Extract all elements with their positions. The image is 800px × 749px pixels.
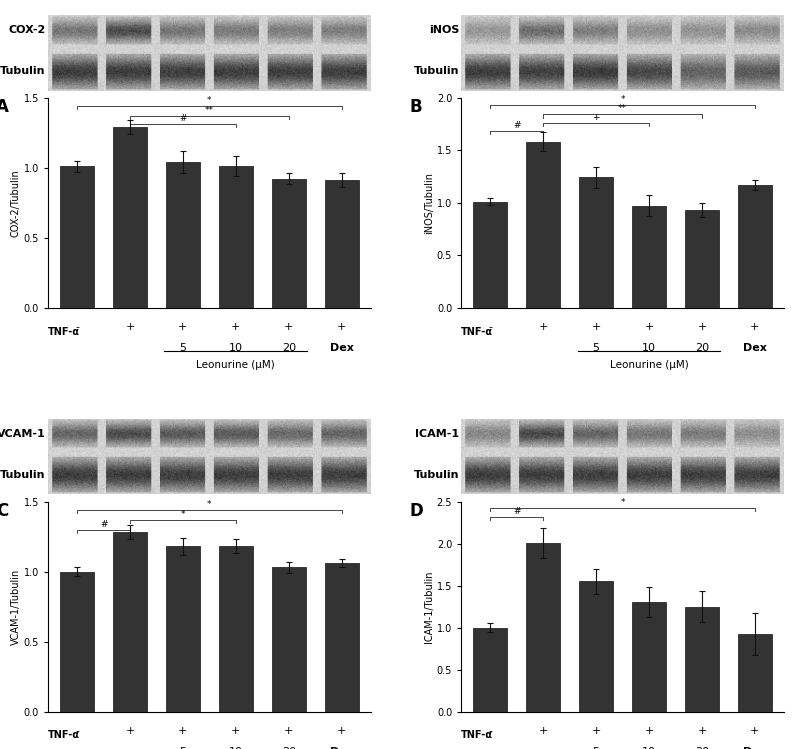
- Bar: [325, 563, 359, 712]
- Text: *: *: [620, 95, 625, 104]
- Text: TNF-α: TNF-α: [48, 730, 80, 741]
- Text: 10: 10: [642, 343, 656, 354]
- Text: +: +: [644, 727, 654, 736]
- Text: -: -: [488, 322, 492, 333]
- Text: +: +: [750, 322, 759, 333]
- Bar: [166, 546, 200, 712]
- Text: *: *: [620, 498, 625, 507]
- Text: 20: 20: [695, 748, 709, 749]
- Bar: [60, 166, 94, 308]
- Text: +: +: [178, 727, 188, 736]
- Y-axis label: COX-2/Tubulin: COX-2/Tubulin: [11, 169, 21, 237]
- Text: *: *: [207, 500, 212, 509]
- Y-axis label: ICAM-1/Tubulin: ICAM-1/Tubulin: [424, 570, 434, 643]
- Bar: [113, 533, 147, 712]
- Text: 5: 5: [179, 748, 186, 749]
- Text: Dex: Dex: [330, 343, 354, 354]
- Bar: [738, 185, 772, 308]
- Text: 20: 20: [282, 748, 296, 749]
- Text: +: +: [591, 727, 601, 736]
- Text: **: **: [205, 106, 214, 115]
- Text: 20: 20: [695, 343, 709, 354]
- Text: TNF-α: TNF-α: [461, 730, 493, 741]
- Bar: [526, 142, 561, 308]
- Text: ICAM-1: ICAM-1: [415, 429, 459, 440]
- Text: 10: 10: [229, 748, 243, 749]
- Text: A: A: [0, 97, 10, 115]
- Text: +: +: [698, 727, 706, 736]
- Bar: [60, 571, 94, 712]
- Text: +: +: [644, 322, 654, 333]
- Text: *: *: [181, 510, 185, 519]
- Text: Leonurine (μM): Leonurine (μM): [197, 360, 275, 370]
- Text: +: +: [538, 322, 548, 333]
- Bar: [218, 166, 253, 308]
- Text: B: B: [410, 97, 422, 115]
- Bar: [632, 206, 666, 308]
- Bar: [579, 581, 614, 712]
- Bar: [218, 546, 253, 712]
- Text: +: +: [337, 322, 346, 333]
- Text: -: -: [75, 727, 79, 736]
- Text: +: +: [178, 322, 188, 333]
- Text: -: -: [75, 322, 79, 333]
- Bar: [473, 201, 507, 308]
- Text: Dex: Dex: [743, 748, 767, 749]
- Bar: [738, 634, 772, 712]
- Text: TNF-α: TNF-α: [461, 327, 493, 336]
- Text: iNOS: iNOS: [429, 25, 459, 35]
- Bar: [271, 179, 306, 308]
- Text: +: +: [698, 322, 706, 333]
- Text: +: +: [126, 727, 134, 736]
- Text: +: +: [538, 727, 548, 736]
- Y-axis label: VCAM-1/Tubulin: VCAM-1/Tubulin: [11, 568, 21, 645]
- Text: 5: 5: [593, 343, 600, 354]
- Text: **: **: [618, 104, 627, 113]
- Bar: [166, 162, 200, 308]
- Text: COX-2: COX-2: [9, 25, 46, 35]
- Text: D: D: [410, 502, 423, 520]
- Bar: [685, 210, 719, 308]
- Text: Tubulin: Tubulin: [0, 470, 46, 480]
- Text: C: C: [0, 502, 9, 520]
- Text: +: +: [750, 727, 759, 736]
- Bar: [685, 607, 719, 712]
- Bar: [113, 127, 147, 308]
- Text: VCAM-1: VCAM-1: [0, 429, 46, 440]
- Text: +: +: [231, 322, 241, 333]
- Text: Leonurine (μM): Leonurine (μM): [610, 360, 689, 370]
- Text: Tubulin: Tubulin: [414, 66, 459, 76]
- Text: +: +: [231, 727, 241, 736]
- Text: #: #: [100, 520, 107, 529]
- Text: Dex: Dex: [743, 343, 767, 354]
- Text: +: +: [591, 322, 601, 333]
- Text: Tubulin: Tubulin: [414, 470, 459, 480]
- Text: Dex: Dex: [330, 748, 354, 749]
- Text: -: -: [488, 727, 492, 736]
- Text: 10: 10: [642, 748, 656, 749]
- Text: #: #: [513, 121, 521, 130]
- Text: TNF-α: TNF-α: [48, 327, 80, 336]
- Text: +: +: [337, 727, 346, 736]
- Text: *: *: [207, 96, 212, 105]
- Text: +: +: [284, 727, 294, 736]
- Text: +: +: [284, 322, 294, 333]
- Text: #: #: [513, 506, 521, 515]
- Text: +: +: [592, 113, 600, 122]
- Bar: [473, 628, 507, 712]
- Bar: [325, 181, 359, 308]
- Text: +: +: [126, 322, 134, 333]
- Text: 20: 20: [282, 343, 296, 354]
- Text: 5: 5: [593, 748, 600, 749]
- Bar: [526, 543, 561, 712]
- Bar: [271, 568, 306, 712]
- Text: Tubulin: Tubulin: [0, 66, 46, 76]
- Bar: [632, 602, 666, 712]
- Text: 10: 10: [229, 343, 243, 354]
- Text: 5: 5: [179, 343, 186, 354]
- Bar: [579, 178, 614, 308]
- Text: #: #: [179, 115, 186, 124]
- Y-axis label: iNOS/Tubulin: iNOS/Tubulin: [424, 172, 434, 234]
